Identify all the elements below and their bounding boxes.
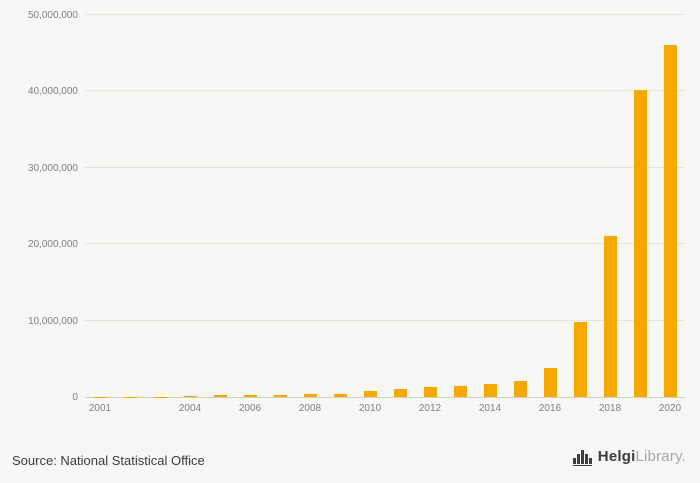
gridline bbox=[85, 90, 685, 92]
bar-2017[interactable] bbox=[573, 322, 587, 397]
bar-2011[interactable] bbox=[393, 388, 407, 397]
x-tick-label: 2010 bbox=[358, 403, 382, 414]
gridline bbox=[85, 319, 685, 321]
logo-brand-text: HelgiLibrary. bbox=[598, 448, 686, 466]
bar-2015[interactable] bbox=[513, 380, 527, 397]
gridline bbox=[85, 243, 685, 245]
logo-brand-secondary: Library. bbox=[635, 448, 686, 465]
gridline bbox=[85, 166, 685, 168]
bar-2008[interactable] bbox=[303, 393, 317, 397]
bar-2019[interactable] bbox=[633, 89, 647, 397]
bar-chart-logo-icon bbox=[572, 449, 592, 466]
bar-2007[interactable] bbox=[273, 394, 287, 397]
bar-2006[interactable] bbox=[243, 394, 257, 397]
source-caption: Source: National Statistical Office bbox=[12, 453, 205, 468]
bar-2013[interactable] bbox=[453, 385, 467, 397]
gridline bbox=[85, 14, 685, 15]
bar-2005[interactable] bbox=[213, 395, 227, 397]
x-tick-label: 2008 bbox=[298, 403, 322, 414]
x-tick-label: 2004 bbox=[178, 403, 202, 414]
bar-2003[interactable] bbox=[153, 396, 167, 397]
bar-2004[interactable] bbox=[183, 396, 197, 397]
y-tick-label: 10,000,000 bbox=[27, 315, 78, 327]
y-tick-label: 40,000,000 bbox=[27, 86, 78, 98]
x-tick-label: 2014 bbox=[478, 403, 502, 414]
bar-2009[interactable] bbox=[333, 393, 347, 397]
helgi-library-logo: HelgiLibrary. bbox=[572, 448, 686, 466]
bar-2018[interactable] bbox=[603, 235, 617, 397]
y-tick-label: 0 bbox=[72, 392, 78, 403]
x-axis-line bbox=[85, 397, 685, 398]
y-tick-label: 30,000,000 bbox=[27, 162, 78, 174]
x-tick-label: 2001 bbox=[88, 403, 112, 414]
x-tick-label: 2006 bbox=[238, 403, 262, 414]
x-tick-label: 2018 bbox=[598, 403, 622, 414]
logo-brand-primary: Helgi bbox=[597, 448, 636, 465]
x-tick-label: 2016 bbox=[538, 403, 562, 414]
x-tick-label: 2020 bbox=[658, 403, 682, 414]
y-tick-label: 50,000,000 bbox=[27, 10, 78, 21]
bar-2010[interactable] bbox=[363, 390, 377, 397]
bar-2014[interactable] bbox=[483, 384, 497, 397]
bar-2016[interactable] bbox=[543, 367, 557, 397]
x-tick-label: 2012 bbox=[418, 403, 442, 414]
plot-area bbox=[85, 14, 685, 398]
bar-2001[interactable] bbox=[93, 396, 107, 397]
bar-2012[interactable] bbox=[423, 387, 437, 397]
bar-2020[interactable] bbox=[663, 44, 677, 397]
y-tick-label: 20,000,000 bbox=[27, 239, 78, 251]
bar-2002[interactable] bbox=[123, 396, 137, 397]
